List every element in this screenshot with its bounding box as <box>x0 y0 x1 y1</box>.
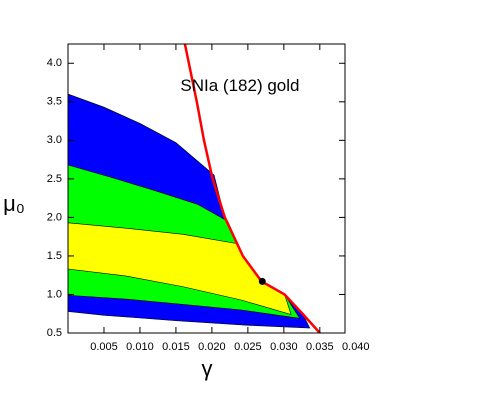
plot-frame <box>67 43 346 334</box>
y-tick-label: 3.5 <box>47 96 62 108</box>
x-tick-label: 0.030 <box>270 341 298 353</box>
annotation: SNIa (182) gold <box>180 76 299 95</box>
y-tick-label: 2.5 <box>47 173 62 185</box>
best-fit-point <box>258 277 266 285</box>
y-tick-label: 3.0 <box>47 134 62 146</box>
y-tick-label: 1.5 <box>47 250 62 262</box>
y-tick-label: 1.0 <box>47 288 62 300</box>
x-tick-label: 0.010 <box>126 341 154 353</box>
y-tick-label: 0.5 <box>47 327 62 339</box>
x-tick-label: 0.040 <box>342 341 370 353</box>
y-tick-label: 4.0 <box>47 57 62 69</box>
x-axis-label: γ <box>202 356 213 381</box>
x-tick-label: 0.035 <box>306 341 334 353</box>
x-tick-label: 0.015 <box>162 341 190 353</box>
x-tick-label: 0.005 <box>90 341 118 353</box>
x-tick-label: 0.025 <box>234 341 262 353</box>
x-tick-label: 0.020 <box>198 341 226 353</box>
curve <box>183 44 321 333</box>
y-tick-label: 2.0 <box>47 211 62 223</box>
y-axis-label: μ₀ <box>3 191 25 216</box>
